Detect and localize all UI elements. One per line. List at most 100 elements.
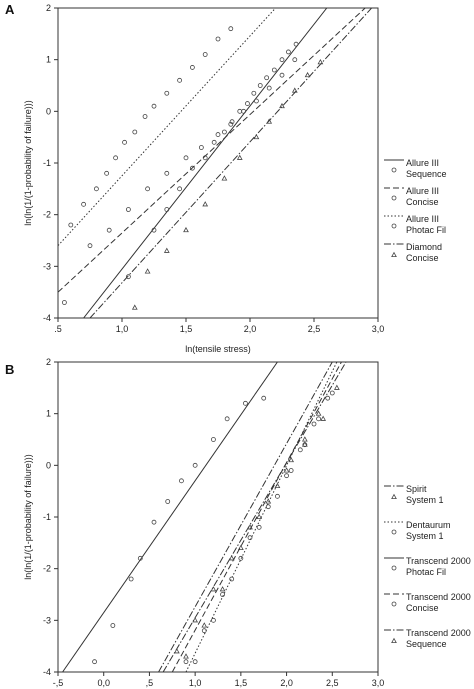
data-point <box>265 498 272 504</box>
legend-label-line: Photac Fil <box>406 567 446 577</box>
data-point <box>125 274 131 280</box>
data-point <box>251 90 257 96</box>
data-point <box>292 57 298 63</box>
data-point <box>94 186 99 192</box>
legend-label-line: Transcend 2000 <box>406 592 471 602</box>
legend-label-line: System 1 <box>406 495 444 505</box>
data-point <box>247 535 253 541</box>
legend-marker <box>391 601 397 607</box>
legend: Spirit System 1 Dentaurum System 1 Transcend… <box>384 484 471 649</box>
fit-line <box>162 362 347 672</box>
data-point <box>297 447 303 453</box>
data-point <box>325 395 331 401</box>
data-point <box>291 87 298 93</box>
x-tick-label: 1,5 <box>235 678 248 688</box>
x-tick-label: 2,5 <box>308 324 321 334</box>
y-tick-label: -3 <box>43 615 51 625</box>
data-point <box>201 622 208 628</box>
data-point <box>62 300 67 305</box>
data-point <box>253 98 259 104</box>
data-point <box>183 659 189 665</box>
data-point <box>104 170 110 176</box>
series-0-0 <box>83 8 328 318</box>
series-1-0 <box>158 362 333 672</box>
legend-marker <box>391 529 397 535</box>
y-tick-label: -2 <box>43 564 51 574</box>
data-point <box>236 154 243 160</box>
data-point <box>333 384 340 390</box>
data-point <box>275 493 280 499</box>
data-point <box>293 41 299 47</box>
series-1-4 <box>162 362 347 672</box>
data-point <box>237 108 243 114</box>
data-point <box>243 400 248 406</box>
data-point <box>220 592 225 597</box>
data-point <box>317 59 324 65</box>
data-point <box>221 175 228 181</box>
y-tick-label: 1 <box>46 55 51 65</box>
y-tick-label: 1 <box>46 409 51 419</box>
legend-label-line: Allure III <box>406 214 439 224</box>
data-point <box>261 395 267 401</box>
data-point <box>151 227 157 233</box>
fit-line <box>171 362 342 672</box>
data-point <box>245 101 250 106</box>
legend-label: Dentaurum System 1 <box>406 520 451 541</box>
fit-line <box>89 8 372 318</box>
x-tick-label: .5 <box>54 324 62 334</box>
data-point <box>142 114 148 119</box>
fit-line <box>185 362 338 672</box>
panel-letter: B <box>5 362 14 377</box>
data-point <box>215 132 221 137</box>
legend-label-line: Photac Fil <box>406 225 446 235</box>
data-point <box>211 437 216 442</box>
data-point <box>288 456 295 463</box>
data-point <box>279 102 285 109</box>
x-tick-label: -,5 <box>53 678 64 688</box>
data-point <box>221 129 227 135</box>
fit-line <box>58 8 366 293</box>
legend-label-line: Concise <box>406 603 439 613</box>
legend-marker <box>391 195 397 201</box>
y-tick-label: -1 <box>43 512 51 522</box>
data-point <box>145 186 151 192</box>
y-axis-label: ln(ln(1/(1-probability of failure))) <box>23 100 33 226</box>
data-point <box>110 623 116 628</box>
data-point <box>285 49 291 55</box>
data-point <box>228 26 234 32</box>
data-point <box>151 103 157 109</box>
data-point <box>279 57 285 63</box>
data-point <box>106 227 112 233</box>
data-point <box>301 441 308 447</box>
legend-marker <box>391 251 397 257</box>
legend-marker <box>391 637 397 643</box>
data-point <box>68 222 74 228</box>
data-point <box>177 186 183 192</box>
data-point <box>144 268 151 274</box>
series-0-2 <box>58 8 276 247</box>
data-point <box>201 628 207 634</box>
legend-label-line: Diamond <box>406 242 442 252</box>
data-point <box>137 555 143 561</box>
legend-label: Spirit System 1 <box>406 484 444 505</box>
data-point <box>257 83 263 88</box>
legend-label: Allure III Sequence <box>406 158 447 179</box>
legend-label: Transcend 2000 Concise <box>406 592 471 613</box>
data-point <box>266 118 273 124</box>
data-point <box>132 129 138 135</box>
data-point <box>247 524 253 530</box>
y-tick-label: -3 <box>43 261 51 271</box>
data-point <box>237 544 244 550</box>
fit-line <box>83 8 328 318</box>
data-point <box>211 139 217 145</box>
data-point <box>229 119 235 125</box>
data-point <box>229 576 235 582</box>
series-0-1 <box>58 8 366 305</box>
data-point <box>256 513 263 519</box>
data-point <box>256 524 262 530</box>
data-point <box>238 555 244 561</box>
data-point <box>288 468 294 473</box>
y-tick-label: 0 <box>46 460 51 470</box>
plot-frame <box>57 361 379 673</box>
